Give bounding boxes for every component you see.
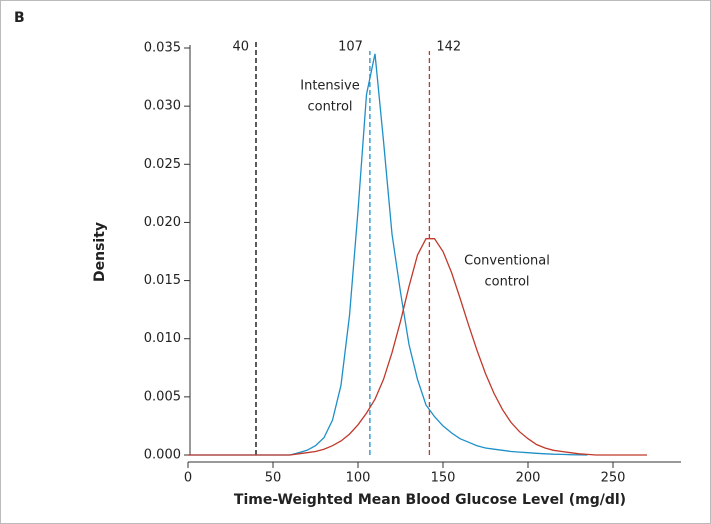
x-tick-label: 0 bbox=[184, 471, 192, 486]
x-tick-label: 250 bbox=[601, 471, 626, 486]
x-tick-label: 50 bbox=[265, 471, 282, 486]
y-axis-label: Density bbox=[92, 222, 108, 282]
reference-label: 142 bbox=[436, 40, 461, 55]
y-tick-label: 0.000 bbox=[144, 448, 181, 463]
annotation: control bbox=[307, 100, 352, 115]
x-tick-label: 200 bbox=[516, 471, 541, 486]
reference-label: 40 bbox=[232, 40, 249, 55]
y-tick-label: 0.015 bbox=[144, 273, 181, 288]
y-tick-label: 0.025 bbox=[144, 157, 181, 172]
reference-label: 107 bbox=[338, 40, 363, 55]
y-tick-label: 0.035 bbox=[144, 41, 181, 56]
series-line bbox=[188, 53, 588, 456]
y-tick-label: 0.010 bbox=[144, 331, 181, 346]
annotation: control bbox=[484, 275, 529, 290]
panel-label: B bbox=[14, 10, 25, 26]
annotation: Intensive bbox=[300, 79, 359, 94]
x-axis-label: Time-Weighted Mean Blood Glucose Level (… bbox=[234, 492, 626, 508]
y-tick-label: 0.030 bbox=[144, 99, 181, 114]
x-tick-label: 150 bbox=[431, 471, 456, 486]
series-line bbox=[188, 238, 647, 456]
y-tick-label: 0.005 bbox=[144, 389, 181, 404]
annotation: Conventional bbox=[464, 254, 550, 269]
x-tick-label: 100 bbox=[346, 471, 371, 486]
y-tick-label: 0.020 bbox=[144, 215, 181, 230]
